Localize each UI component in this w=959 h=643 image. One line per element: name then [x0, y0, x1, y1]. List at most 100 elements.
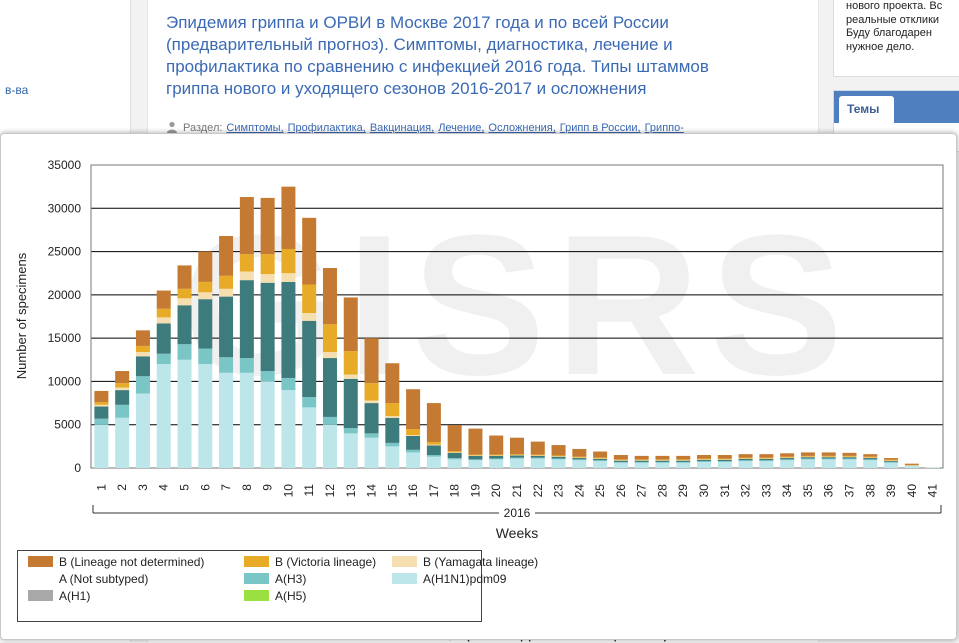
x-tick-label: 25	[593, 484, 607, 498]
bar-segment	[115, 383, 129, 387]
bar-segment	[697, 461, 711, 462]
x-tick-label: 37	[842, 484, 856, 498]
bar-segment	[510, 455, 524, 457]
bar-segment	[593, 458, 607, 459]
bar-segment	[635, 462, 649, 463]
bar-segment	[198, 349, 212, 365]
year-label: 2016	[504, 506, 531, 520]
bar-segment	[718, 455, 732, 458]
bar-segment	[281, 249, 295, 273]
bar-segment	[905, 464, 919, 465]
bar-segment	[94, 419, 108, 425]
x-tick-label: 31	[718, 484, 732, 498]
legend-swatch	[28, 590, 53, 601]
legend-label: A(H1N1)pdm09	[423, 572, 506, 586]
bar-segment	[365, 383, 379, 400]
bar-segment	[842, 459, 856, 468]
x-tick-label: 21	[510, 484, 524, 498]
bar-segment	[884, 463, 898, 468]
x-tick-label: 41	[926, 484, 940, 498]
bar-segment	[219, 236, 233, 276]
x-tick-label: 33	[759, 484, 773, 498]
bar-segment	[302, 313, 316, 321]
x-tick-label: 26	[614, 484, 628, 498]
bar-segment	[593, 452, 607, 458]
x-axis-title: Weeks	[496, 525, 539, 541]
bar-segment	[863, 460, 877, 468]
legend-item: A (Not subtyped)	[28, 572, 148, 586]
bar-segment	[531, 458, 545, 468]
bar-segment	[801, 458, 815, 459]
bar-segment	[94, 391, 108, 402]
bar-segment	[489, 459, 503, 468]
x-tick-label: 8	[240, 484, 254, 491]
bar-segment	[136, 394, 150, 468]
bar-segment	[718, 458, 732, 459]
bar-segment	[198, 282, 212, 292]
x-tick-label: 15	[385, 484, 399, 498]
bar-segment	[863, 454, 877, 457]
bar-segment	[468, 456, 482, 459]
bar-segment	[385, 418, 399, 443]
bar-segment	[739, 460, 753, 461]
x-tick-label: 2	[115, 484, 129, 491]
bar-segment	[552, 455, 566, 456]
bar-segment	[780, 459, 794, 460]
bar-segment	[281, 378, 295, 390]
bar-segment	[655, 463, 669, 468]
legend-swatch	[244, 556, 269, 567]
x-tick-label: 29	[676, 484, 690, 498]
bar-segment	[323, 268, 337, 324]
bar-segment	[759, 460, 773, 461]
bar-segment	[427, 455, 441, 457]
bar-segment	[448, 453, 462, 458]
bar-segment	[572, 458, 586, 459]
bar-segment	[261, 198, 275, 254]
bar-segment	[385, 403, 399, 416]
tab-topics[interactable]: Темы	[839, 96, 894, 123]
legend-item: A(H5)	[244, 589, 306, 603]
bar-segment	[884, 461, 898, 462]
bar-segment	[905, 465, 919, 468]
bar-segment	[593, 459, 607, 460]
bar-segment	[614, 461, 628, 462]
bar-segment	[468, 455, 482, 456]
bar-segment	[344, 375, 358, 379]
bar-segment	[489, 456, 503, 459]
bar-segment	[635, 456, 649, 459]
bar-segment	[427, 445, 441, 455]
bar-segment	[448, 459, 462, 468]
bar-segment	[489, 455, 503, 456]
bar-segment	[863, 459, 877, 460]
bar-segment	[178, 360, 192, 468]
bar-segment	[531, 442, 545, 455]
bar-segment	[261, 274, 275, 283]
bar-segment	[219, 289, 233, 297]
bar-segment	[635, 461, 649, 462]
bar-segment	[572, 457, 586, 458]
right-box-line: нового проекта. Вс	[834, 0, 959, 14]
left-sidebar-link[interactable]: в-ва	[5, 83, 28, 97]
bar-segment	[365, 433, 379, 437]
y-tick-label: 20000	[48, 288, 82, 302]
bar-segment	[801, 452, 815, 455]
bar-segment	[344, 351, 358, 374]
article-title[interactable]: Эпидемия гриппа и ОРВИ в Москве 2017 год…	[166, 12, 766, 100]
chart-legend: B (Lineage not determined)A (Not subtype…	[17, 550, 482, 622]
bar-segment	[157, 291, 171, 309]
bar-segment	[739, 458, 753, 459]
bar-segment	[884, 458, 898, 460]
bar-segment	[655, 459, 669, 460]
y-axis-title: Number of specimens	[14, 252, 29, 379]
bar-segment	[136, 346, 150, 352]
bar-segment	[365, 403, 379, 433]
bar-segment	[406, 429, 420, 435]
bar-segment	[884, 462, 898, 463]
legend-swatch	[392, 573, 417, 584]
bar-segment	[552, 457, 566, 459]
bar-segment	[427, 445, 441, 446]
bar-segment	[344, 379, 358, 428]
bar-segment	[780, 453, 794, 456]
bar-segment	[94, 402, 108, 405]
